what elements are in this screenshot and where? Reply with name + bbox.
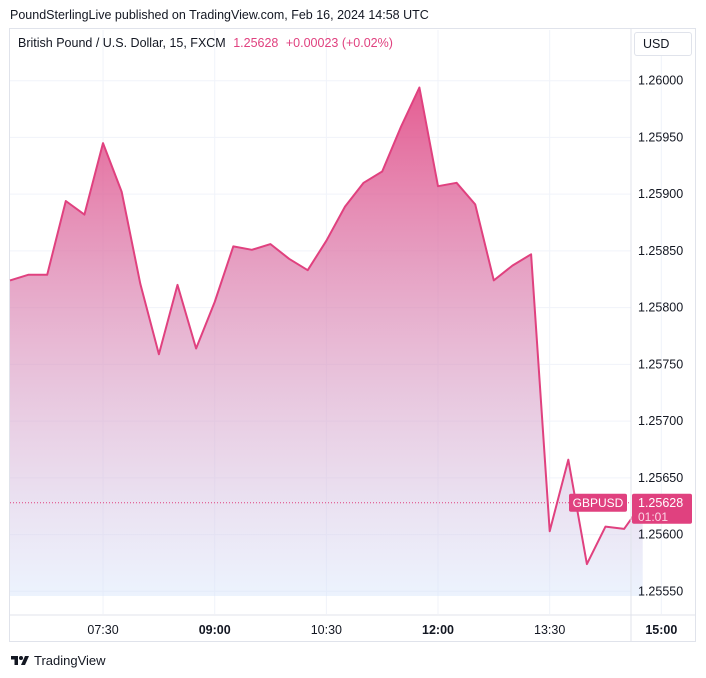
- x-tick-label: 13:30: [534, 623, 565, 637]
- publish-info: PoundSterlingLive published on TradingVi…: [10, 8, 429, 22]
- axis-layer: 1.25550 1.25600 1.25650 1.25700 1.25750 1.258…: [10, 29, 695, 641]
- chart-frame: [9, 28, 696, 642]
- currency-selector-button[interactable]: USD: [634, 32, 692, 56]
- symbol-badge-label: GBPUSD: [573, 496, 624, 510]
- countdown-label: 01:01: [638, 510, 668, 524]
- price-badge-label: 1.25628: [638, 496, 683, 510]
- x-tick-label: 07:30: [87, 623, 118, 637]
- price-line: [9, 86, 644, 566]
- y-tick-label: 1.25800: [638, 301, 683, 315]
- x-tick-label: 10:30: [311, 623, 342, 637]
- x-tick-label: 12:00: [422, 623, 454, 637]
- y-tick-label: 1.25750: [638, 357, 683, 371]
- y-tick-label: 1.25700: [638, 414, 683, 428]
- legend-price: 1.25628: [233, 36, 279, 50]
- y-tick-label: 1.25550: [638, 584, 683, 598]
- price-area-fill: [10, 87, 643, 596]
- y-tick-label: 1.25850: [638, 244, 683, 258]
- y-tick-label: 1.25900: [638, 187, 683, 201]
- y-tick-label: 1.25650: [638, 471, 683, 485]
- x-tick-label: 15:00: [645, 623, 677, 637]
- x-tick-label: 09:00: [199, 623, 231, 637]
- symbol-label: British Pound / U.S. Dollar, 15, FXCM: [18, 36, 226, 50]
- logo-text: TradingView: [34, 653, 106, 668]
- area-layer: [9, 86, 646, 596]
- chart-legend: British Pound / U.S. Dollar, 15, FXCM 1.…: [18, 36, 393, 50]
- tradingview-logo-icon: [11, 655, 29, 665]
- symbol-badge: [569, 493, 627, 512]
- y-tick-label: 1.26000: [638, 74, 683, 88]
- tradingview-logo[interactable]: TradingView: [10, 653, 106, 668]
- price-badge: [632, 493, 692, 524]
- legend-change: +0.00023 (+0.02%): [285, 36, 393, 50]
- y-tick-label: 1.25600: [638, 528, 683, 542]
- y-tick-label: 1.25950: [638, 130, 683, 144]
